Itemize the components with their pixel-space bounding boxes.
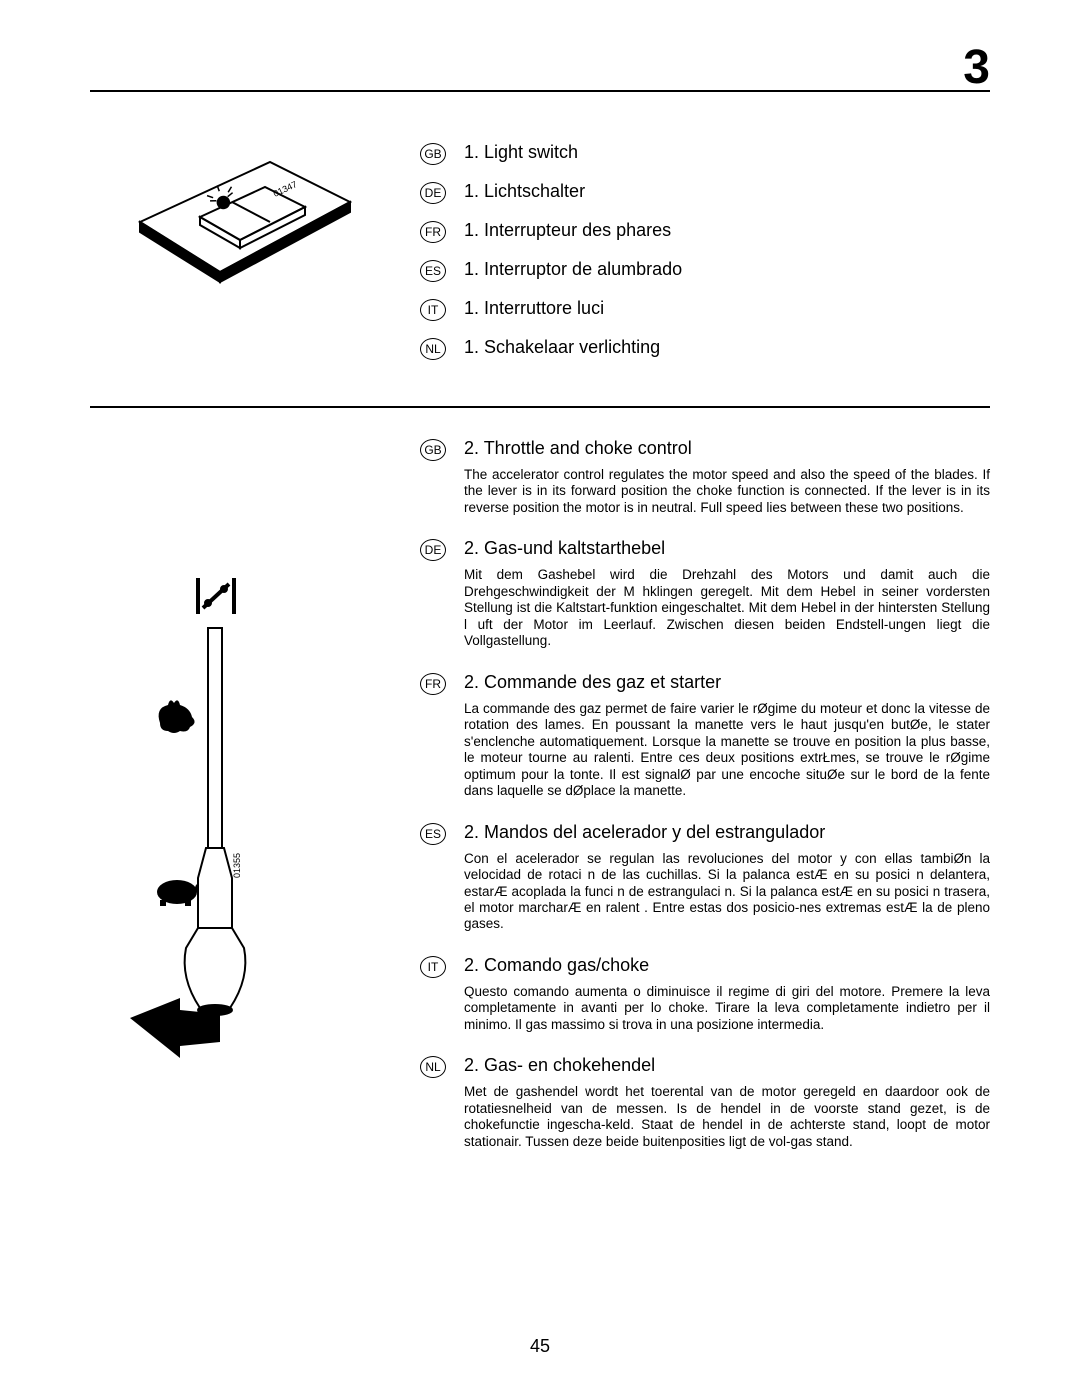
section1-text: GB 1. Light switch DE 1. Lichtschalter F…: [420, 142, 990, 376]
lang-badge-nl: NL: [420, 1056, 446, 1078]
lang-badge-fr: FR: [420, 673, 446, 695]
section-light-switch: 01347 GB 1. Light switch DE 1. Lichtscha…: [90, 92, 990, 376]
section2-text: GB 2. Throttle and choke control The acc…: [420, 438, 990, 1172]
lang-badge-fr: FR: [420, 221, 446, 243]
lang-badge-de: DE: [420, 182, 446, 204]
lang-text: 1. Lichtschalter: [464, 181, 585, 202]
block-gb: GB 2. Throttle and choke control The acc…: [420, 438, 990, 516]
section-throttle: 01355 GB 2. Throttle and choke control T…: [90, 428, 990, 1172]
block-heading: 2. Gas- en chokehendel: [464, 1055, 655, 1076]
lang-line: ES 1. Interruptor de alumbrado: [420, 259, 990, 282]
block-de: DE 2. Gas-und kaltstarthebel Mit dem Gas…: [420, 538, 990, 649]
block-heading: 2. Mandos del acelerador y del estrangul…: [464, 822, 825, 843]
throttle-illustration: 01355: [110, 578, 370, 1098]
lang-badge-it: IT: [420, 956, 446, 978]
lang-line: NL 1. Schakelaar verlichting: [420, 337, 990, 360]
lang-badge-gb: GB: [420, 439, 446, 461]
lang-line: GB 1. Light switch: [420, 142, 990, 165]
illus-label-2: 01355: [232, 853, 242, 878]
lang-badge-gb: GB: [420, 143, 446, 165]
lang-text: 1. Light switch: [464, 142, 578, 163]
block-body: Questo comando aumenta o diminuisce il r…: [464, 984, 990, 1033]
page-number-bottom: 45: [0, 1336, 1080, 1357]
block-heading: 2. Throttle and choke control: [464, 438, 692, 459]
block-heading: 2. Comando gas/choke: [464, 955, 649, 976]
lang-badge-nl: NL: [420, 338, 446, 360]
block-fr: FR 2. Commande des gaz et starter La com…: [420, 672, 990, 800]
mid-rule: [90, 406, 990, 408]
page-number-top: 3: [963, 40, 990, 95]
lang-text: 1. Interrupteur des phares: [464, 220, 671, 241]
block-it: IT 2. Comando gas/choke Questo comando a…: [420, 955, 990, 1033]
block-body: Mit dem Gashebel wird die Drehzahl des M…: [464, 567, 990, 649]
block-body: The accelerator control regulates the mo…: [464, 467, 990, 516]
light-switch-illustration: 01347: [110, 142, 370, 302]
block-body: La commande des gaz permet de faire vari…: [464, 701, 990, 800]
block-nl: NL 2. Gas- en chokehendel Met de gashend…: [420, 1055, 990, 1150]
lang-text: 1. Schakelaar verlichting: [464, 337, 660, 358]
block-body: Con el acelerador se regulan las revoluc…: [464, 851, 990, 933]
lang-badge-es: ES: [420, 823, 446, 845]
lang-badge-es: ES: [420, 260, 446, 282]
lang-badge-it: IT: [420, 299, 446, 321]
lang-line: IT 1. Interruttore luci: [420, 298, 990, 321]
block-body: Met de gashendel wordt het toerental van…: [464, 1084, 990, 1150]
illus-label-1: 01347: [272, 179, 299, 199]
block-es: ES 2. Mandos del acelerador y del estran…: [420, 822, 990, 933]
lang-text: 1. Interruttore luci: [464, 298, 604, 319]
lang-line: DE 1. Lichtschalter: [420, 181, 990, 204]
lang-badge-de: DE: [420, 539, 446, 561]
block-heading: 2. Gas-und kaltstarthebel: [464, 538, 665, 559]
lang-text: 1. Interruptor de alumbrado: [464, 259, 682, 280]
block-heading: 2. Commande des gaz et starter: [464, 672, 721, 693]
lang-line: FR 1. Interrupteur des phares: [420, 220, 990, 243]
